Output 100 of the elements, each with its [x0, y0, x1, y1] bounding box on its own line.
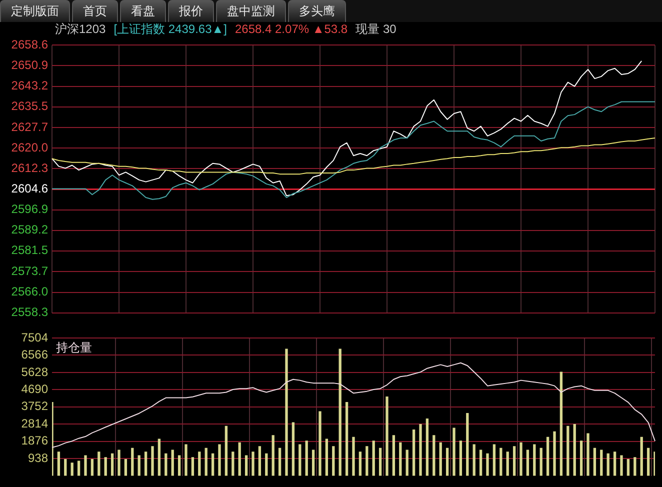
bar: [446, 448, 449, 476]
bar: [472, 444, 476, 476]
bar: [104, 457, 107, 476]
bar: [372, 440, 375, 476]
bar: [70, 462, 74, 476]
y-tick-label: 2612.3: [11, 161, 48, 176]
text: 首页: [72, 0, 118, 22]
text: 2658.4 2.07% ▲53.8: [234, 22, 348, 36]
bar: [305, 440, 308, 476]
bar: [244, 455, 248, 476]
y-tick-label: 2566.0: [11, 284, 48, 299]
bar: [338, 348, 342, 476]
y-tick-label: 2658.6: [11, 38, 48, 52]
bar: [546, 436, 550, 476]
bar: [419, 424, 422, 476]
bar: [580, 440, 583, 476]
y-tick-label: 2814: [21, 416, 48, 430]
bar: [452, 428, 456, 476]
y-tick-label: 2650.9: [11, 58, 48, 72]
text: 持仓量: [56, 340, 92, 354]
bar: [252, 452, 254, 476]
text: 盘中监测: [216, 0, 286, 22]
bar: [278, 448, 282, 476]
bar: [439, 442, 442, 476]
bar: [566, 426, 570, 476]
bar: [232, 452, 234, 476]
bar: [358, 452, 362, 476]
y-tick-label: 2558.3: [11, 305, 48, 320]
bar: [312, 450, 315, 476]
y-tick-label: 4690: [21, 382, 48, 396]
bar: [366, 446, 368, 476]
bar: [345, 402, 348, 476]
bar: [526, 450, 530, 476]
bar: [191, 457, 194, 476]
bar: [600, 450, 603, 476]
text: 多头鹰: [288, 0, 346, 22]
bar: [512, 446, 516, 476]
y-tick-label: 938: [28, 450, 48, 465]
bar: [586, 433, 590, 476]
bar: [178, 455, 181, 476]
y-tick-label: 3752: [21, 399, 48, 414]
bar: [466, 413, 469, 476]
bar: [171, 450, 174, 476]
bar: [138, 455, 140, 476]
bar: [184, 444, 188, 476]
chart-title: 沪深1203: [55, 22, 106, 36]
bar: [392, 435, 396, 476]
bar: [500, 448, 502, 476]
y-tick-label: 2604.6: [11, 182, 48, 196]
y-tick-label: 2635.5: [11, 99, 48, 114]
bar: [224, 426, 228, 476]
bar: [540, 448, 542, 476]
bar: [593, 448, 596, 476]
bar: [98, 452, 100, 476]
bar: [640, 436, 643, 476]
bar: [110, 453, 114, 476]
bar: [258, 446, 262, 476]
bar: [144, 452, 148, 476]
bar: [620, 455, 623, 476]
bar: [84, 455, 87, 476]
bar: [479, 450, 482, 476]
y-tick-label: 5628: [21, 364, 48, 379]
y-tick-label: 2581.5: [11, 243, 48, 258]
bar: [432, 435, 436, 476]
bar: [406, 450, 408, 476]
bar: [492, 444, 496, 476]
bar: [218, 444, 221, 476]
bar: [64, 458, 67, 476]
bar: [606, 453, 610, 476]
text: 看盘: [120, 0, 166, 22]
bar: [325, 438, 328, 476]
bar: [272, 435, 274, 476]
bar: [352, 436, 355, 476]
bar: [560, 372, 563, 476]
bar: [57, 452, 60, 476]
bar: [90, 458, 94, 476]
text: 定制版面: [0, 0, 70, 22]
y-tick-label: 7504: [21, 330, 48, 344]
bar: [506, 452, 509, 476]
y-tick-label: 2643.2: [11, 78, 48, 93]
bar: [459, 440, 462, 476]
bar: [634, 457, 636, 476]
y-tick-label: 2596.9: [11, 202, 48, 216]
y-tick-label: 2573.7: [11, 264, 48, 278]
bar: [613, 452, 616, 476]
bar: [553, 431, 556, 476]
bar: [646, 448, 650, 476]
bar: [211, 453, 214, 476]
bar: [131, 448, 134, 476]
bar: [486, 453, 489, 476]
bar: [520, 442, 522, 476]
text: 现量 30: [356, 22, 396, 36]
y-tick-label: 6566: [21, 348, 48, 362]
y-tick-label: 1876: [21, 434, 48, 448]
bar: [573, 424, 576, 476]
bar: [118, 450, 120, 476]
bar: [626, 458, 630, 476]
y-tick-label: 2620.0: [11, 140, 48, 154]
bar: [292, 422, 295, 476]
bar: [285, 348, 288, 476]
